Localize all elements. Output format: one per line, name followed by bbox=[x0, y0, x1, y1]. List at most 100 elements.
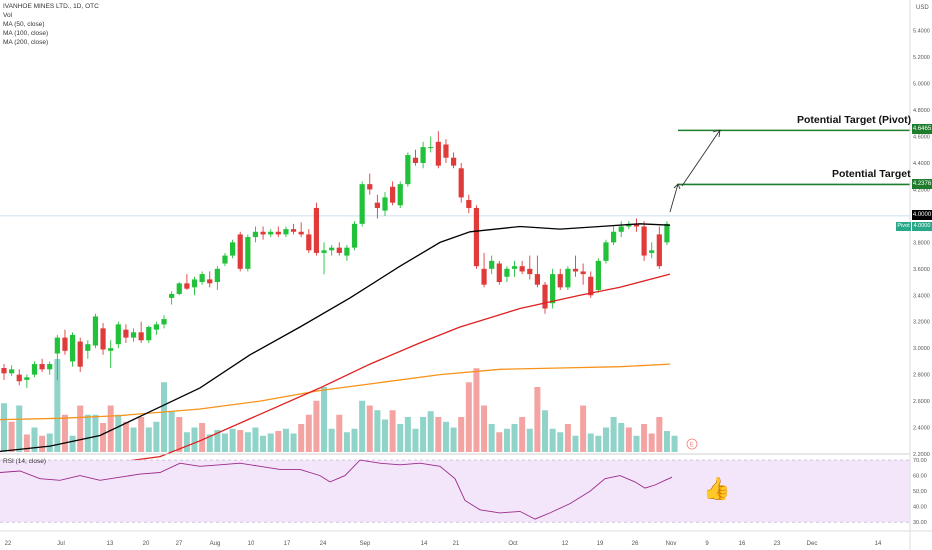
candle-body bbox=[230, 242, 236, 256]
time-tick-label: Aug bbox=[210, 541, 221, 547]
volume-bar bbox=[16, 405, 23, 452]
price-tick-label: 3.8000 bbox=[913, 240, 930, 246]
candle-body bbox=[595, 260, 601, 290]
candle-body bbox=[572, 268, 579, 272]
candle-body bbox=[565, 268, 571, 288]
volume-bar bbox=[610, 417, 617, 452]
candle-body bbox=[275, 231, 281, 235]
target-price-tag: 4.2376 bbox=[912, 179, 932, 189]
volume-bar bbox=[92, 414, 99, 452]
candle-body bbox=[108, 348, 114, 351]
candle-body bbox=[290, 229, 297, 232]
candle-body bbox=[450, 157, 457, 166]
candle-body bbox=[184, 283, 190, 289]
candle-body bbox=[435, 141, 441, 166]
volume-bar bbox=[1, 403, 7, 452]
volume-bar bbox=[176, 417, 183, 452]
price-tick-label: 3.0000 bbox=[913, 346, 930, 352]
volume-bar bbox=[122, 421, 129, 452]
volume-bar bbox=[526, 428, 533, 452]
volume-bar bbox=[671, 435, 678, 452]
candle-body bbox=[382, 197, 388, 211]
candle-body bbox=[24, 377, 30, 380]
volume-bar bbox=[412, 428, 419, 452]
volume-bar bbox=[374, 410, 381, 452]
volume-bar bbox=[336, 414, 343, 452]
volume-bar bbox=[31, 427, 38, 452]
volume-bar bbox=[191, 427, 198, 452]
candle-body bbox=[496, 263, 502, 283]
rsi-tick-label: 40.00 bbox=[913, 505, 927, 511]
candle-body bbox=[191, 279, 198, 288]
candle-body bbox=[519, 266, 525, 272]
candle-body bbox=[649, 250, 655, 253]
volume-bar bbox=[168, 411, 175, 452]
legend-vol: Vol bbox=[3, 12, 13, 19]
ma200-line bbox=[0, 363, 671, 421]
candle-body bbox=[306, 234, 312, 251]
candle-body bbox=[9, 369, 15, 374]
volume-bar bbox=[602, 427, 609, 452]
candle-body bbox=[47, 364, 53, 370]
candle-body bbox=[16, 374, 22, 382]
candle-body bbox=[527, 268, 533, 275]
price-tick-label: 2.6000 bbox=[913, 399, 930, 405]
candle-body bbox=[344, 247, 350, 256]
volume-bar bbox=[503, 428, 510, 452]
volume-bar bbox=[496, 432, 503, 452]
volume-bar bbox=[46, 433, 53, 452]
volume-bar bbox=[580, 405, 587, 452]
candle-body bbox=[222, 255, 228, 264]
time-tick-label: 26 bbox=[632, 541, 639, 547]
volume-bar bbox=[625, 427, 632, 452]
volume-bar bbox=[199, 423, 206, 452]
current-price-tag: 4.0000 bbox=[912, 210, 932, 220]
candle-body bbox=[31, 364, 38, 375]
candle-body bbox=[146, 327, 152, 341]
time-tick-label: 14 bbox=[421, 541, 428, 547]
volume-bar bbox=[564, 424, 571, 452]
price-tick-label: 2.4000 bbox=[913, 426, 930, 432]
candle-body bbox=[153, 324, 159, 330]
volume-bar bbox=[229, 428, 236, 452]
time-tick-label: 12 bbox=[562, 541, 569, 547]
volume-bar bbox=[382, 419, 388, 452]
time-tick-label: 17 bbox=[284, 541, 291, 547]
time-tick-label: 21 bbox=[453, 541, 460, 547]
candle-body bbox=[511, 266, 518, 269]
candle-body bbox=[618, 226, 624, 232]
candle-body bbox=[397, 184, 403, 206]
volume-bar bbox=[442, 421, 449, 452]
price-tick-label: 2.8000 bbox=[913, 373, 930, 379]
time-tick-label: 9 bbox=[705, 541, 709, 547]
volume-bar bbox=[145, 427, 152, 452]
volume-bar bbox=[488, 424, 495, 452]
volume-bar bbox=[557, 432, 564, 452]
time-tick-label: Dec bbox=[807, 541, 818, 547]
candle-body bbox=[473, 207, 480, 267]
volume-bar bbox=[153, 421, 160, 452]
candle-body bbox=[656, 234, 662, 267]
rsi-label: RSI (14, close) bbox=[3, 458, 46, 465]
volume-bar bbox=[587, 433, 594, 452]
thumbs-up-icon[interactable]: 👍 bbox=[703, 476, 731, 501]
pivot-price-tag: 4.0000 bbox=[912, 222, 932, 231]
candle-body bbox=[176, 283, 182, 294]
volume-bar bbox=[290, 433, 297, 452]
volume-bar bbox=[69, 435, 76, 452]
volume-bar bbox=[100, 423, 107, 452]
legend: IVANHOE MINES LTD., 1D, OTC Vol MA (50, … bbox=[3, 2, 99, 47]
candle-body bbox=[62, 337, 68, 351]
candle-body bbox=[283, 229, 289, 235]
candle-body bbox=[489, 260, 495, 269]
volume-bar bbox=[427, 411, 434, 452]
target-arrow bbox=[669, 183, 681, 213]
price-tick-label: 4.2000 bbox=[913, 187, 930, 193]
price-tick-label: 3.2000 bbox=[913, 320, 930, 326]
volume-bar bbox=[244, 432, 251, 452]
candle-body bbox=[130, 332, 137, 338]
volume-bar bbox=[221, 433, 228, 452]
time-tick-label: 13 bbox=[107, 541, 114, 547]
candle-body bbox=[534, 274, 540, 285]
